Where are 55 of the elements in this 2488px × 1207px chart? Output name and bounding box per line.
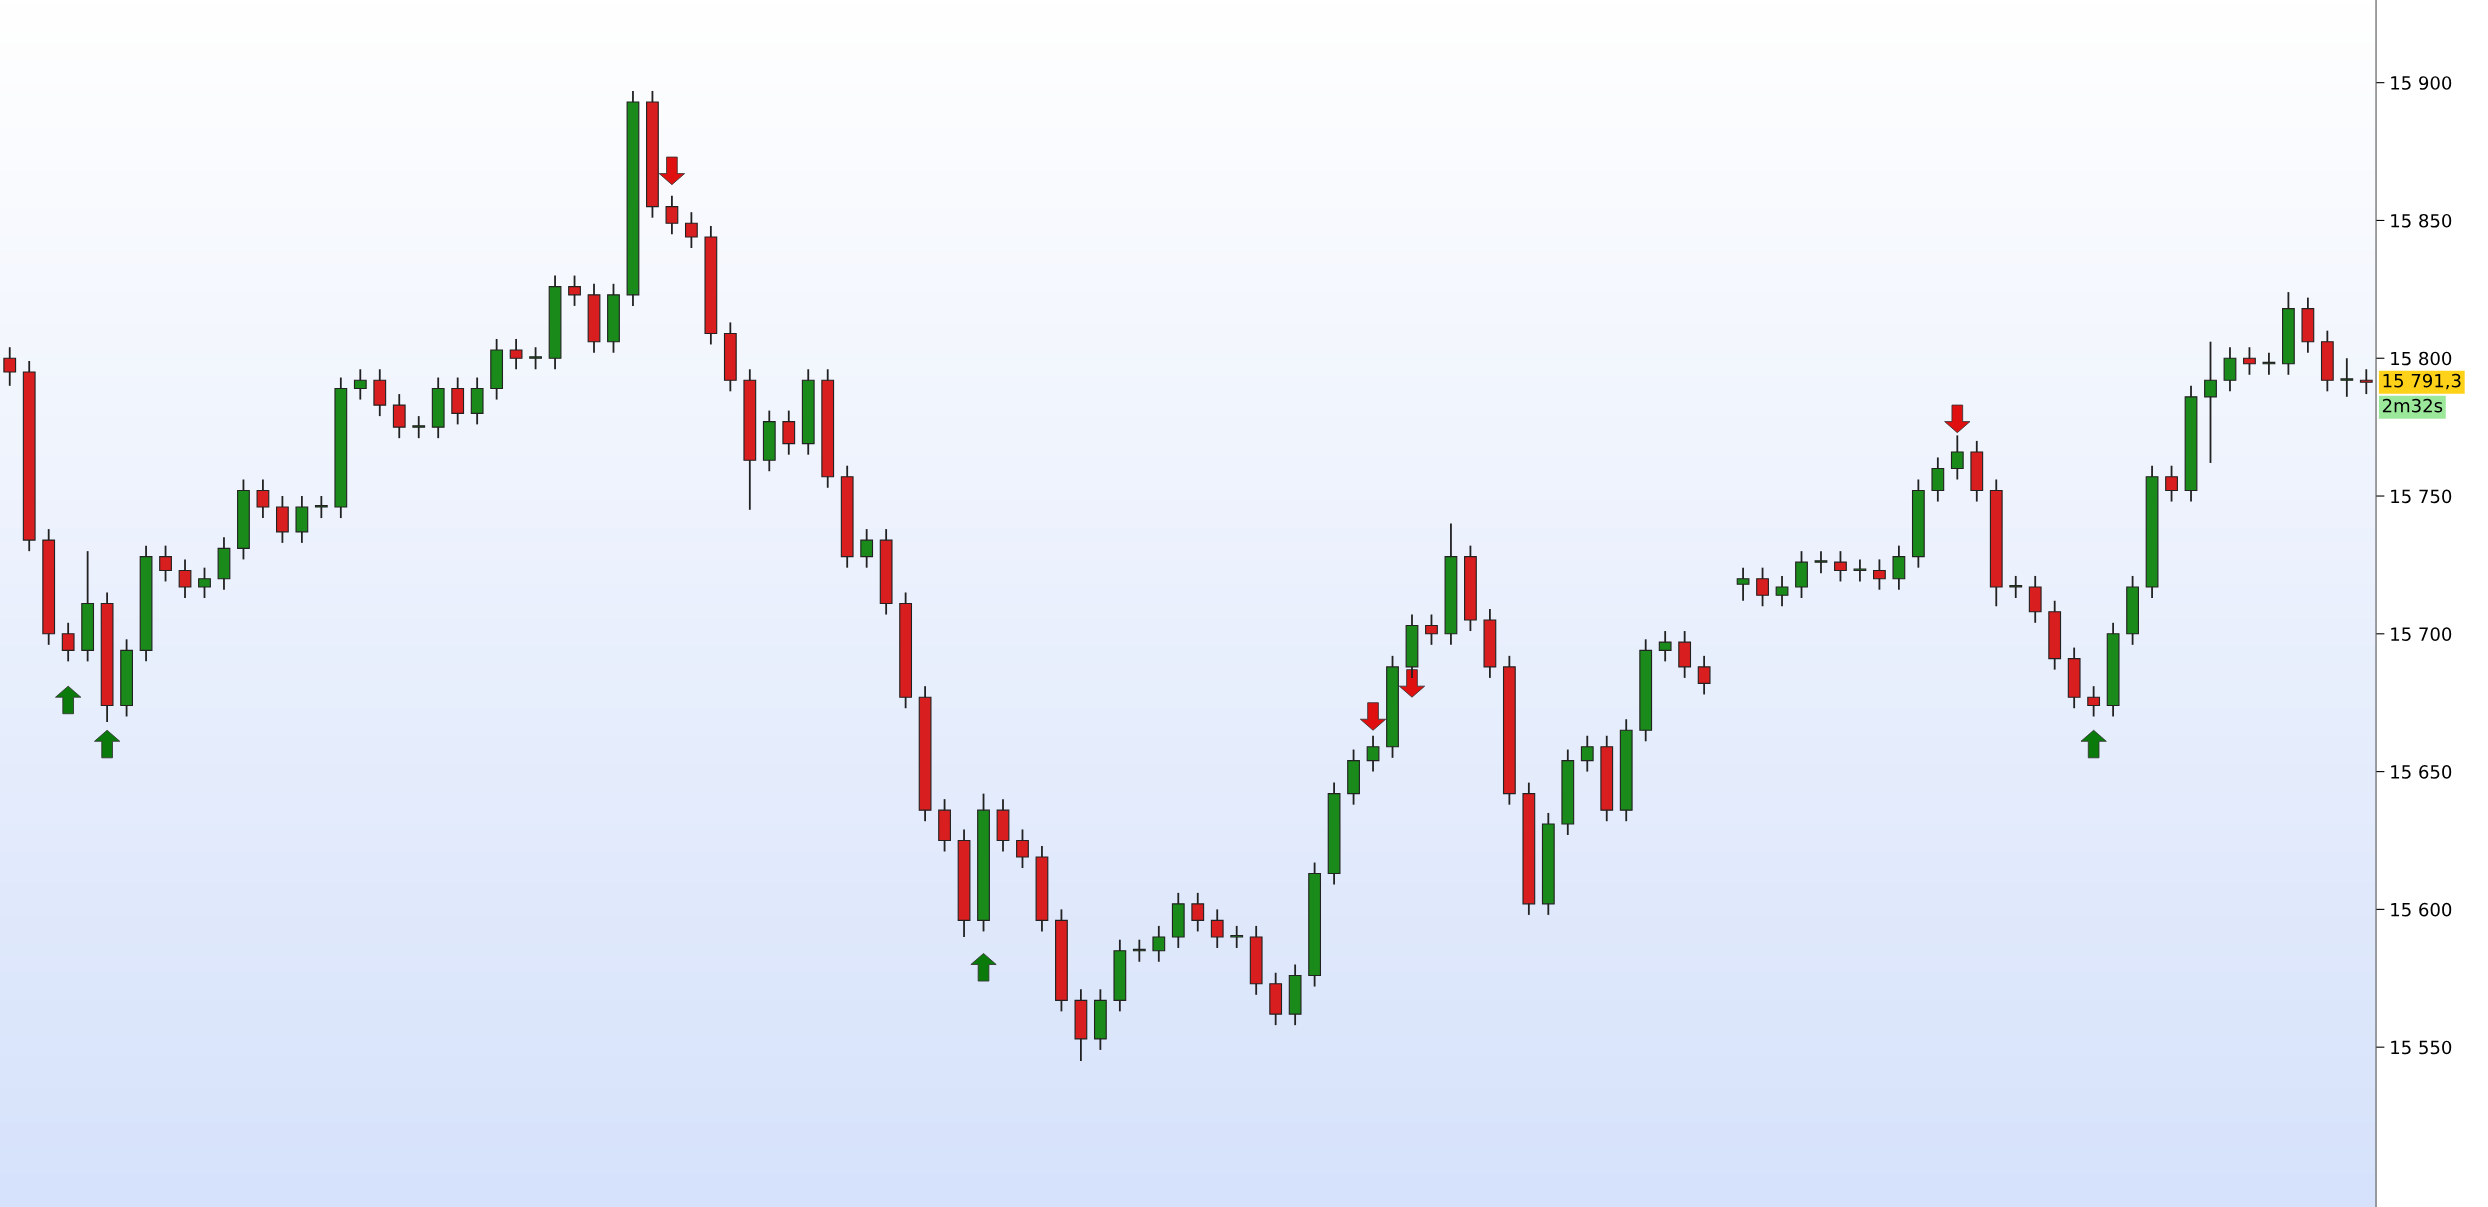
candlestick	[1853, 558, 1867, 583]
candlestick	[1230, 925, 1244, 949]
candlestick	[665, 194, 679, 236]
candlestick	[2204, 340, 2217, 464]
candlestick	[1210, 908, 1224, 949]
candlestick	[159, 544, 172, 583]
candlestick	[1580, 734, 1594, 773]
candlestick	[1191, 891, 1205, 933]
candlestick	[353, 368, 367, 401]
candlestick	[1950, 434, 1964, 481]
candlestick	[3, 346, 17, 387]
candlestick	[568, 274, 581, 307]
y-tick-label: 15 600	[2391, 902, 2452, 917]
candlestick	[509, 338, 523, 371]
candlestick	[2087, 685, 2101, 718]
y-tick-label: 15 850	[2391, 213, 2452, 228]
candlestick	[2340, 357, 2354, 398]
candlestick	[782, 409, 796, 456]
candlestick	[2359, 368, 2373, 395]
candlestick	[256, 478, 270, 519]
candlestick	[1658, 630, 1672, 663]
candlestick	[1697, 654, 1711, 696]
candlestick	[1775, 575, 1789, 608]
candlestick	[1152, 925, 1166, 963]
candlestick	[1814, 550, 1828, 575]
candlestick	[2223, 346, 2237, 393]
candlestick	[392, 393, 406, 440]
text: 2m32s	[2382, 398, 2443, 413]
candlestick	[1425, 613, 1438, 646]
candlestick	[1931, 456, 1945, 503]
candlestick	[529, 346, 542, 371]
candlestick	[198, 566, 211, 599]
text: 15 791,3	[2383, 373, 2461, 390]
candlestick	[1366, 734, 1380, 773]
candlestick	[1756, 566, 1769, 608]
candlestick	[2165, 464, 2178, 503]
y-tick-label: 15 550	[2391, 1040, 2452, 1055]
candlestick	[860, 528, 874, 569]
candlestick	[684, 211, 698, 249]
candlestick	[1892, 544, 1906, 591]
candlestick	[2243, 346, 2256, 376]
y-tick-label: 15 700	[2391, 627, 2452, 641]
y-tick-label: 15 900	[2391, 76, 2452, 90]
y-tick-label: 15 800	[2391, 351, 2452, 366]
candlestick	[178, 558, 192, 599]
candlestick	[2009, 575, 2023, 599]
candlestick	[1873, 558, 1886, 591]
y-tick-label: 15 750	[2391, 489, 2452, 504]
candlestick	[412, 415, 426, 440]
candlestick	[1736, 566, 1750, 602]
candlestick	[1016, 828, 1029, 869]
candlestick	[61, 621, 75, 663]
y-tick-label: 15 650	[2391, 765, 2452, 779]
candlestick	[1834, 550, 1847, 583]
candlestick	[314, 495, 328, 519]
